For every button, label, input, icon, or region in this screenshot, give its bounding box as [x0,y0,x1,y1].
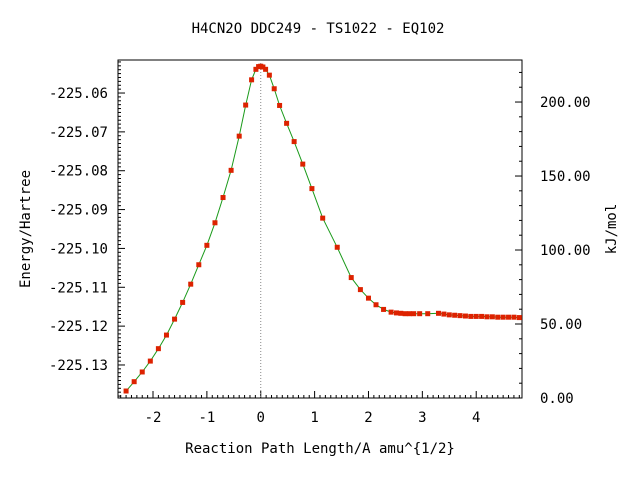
data-point [441,311,447,317]
plot-border [117,59,523,399]
data-point [253,66,259,72]
x-tick-label: 1 [310,410,318,426]
data-point [139,369,145,375]
data-point [196,262,202,268]
data-point [402,311,408,317]
data-point [436,310,442,316]
data-point [228,167,234,173]
data-point [300,161,306,167]
data-point [163,332,169,338]
data-point [473,313,479,319]
data-point [309,186,315,192]
y-axis-label: Energy/Hartree [18,170,34,288]
data-point [334,244,340,250]
data-point [291,139,297,145]
data-point [425,311,431,317]
x-axis-label: Reaction Path Length/A amu^{1/2} [185,441,455,457]
data-point [495,314,501,320]
data-point [393,310,399,316]
data-point [123,388,129,394]
y-tick-label: -225.12 [49,319,108,335]
data-point [381,306,387,312]
data-point [131,379,137,385]
x-tick-label: -2 [145,410,162,426]
y2-tick-label: 150.00 [540,169,591,185]
data-point [260,64,266,70]
y-axis-left: -225.06 -225.07 -225.08 -225.09 -225.10 -225.… [49,61,125,397]
x-tick-label: 2 [364,410,372,426]
data-point [468,313,474,319]
data-point [284,120,290,126]
data-point [500,314,506,320]
y2-tick-label: 100.00 [540,243,591,259]
plot-frame [117,59,523,399]
data-point [277,102,283,108]
y2-tick-label: 0.00 [540,391,574,407]
y-tick-label: -225.08 [49,164,108,180]
data-point [320,215,326,221]
y-tick-label: -225.09 [49,203,108,219]
data-point [348,275,354,281]
chart-title: H4CN2O DDC249 - TS1022 - EQ102 [192,21,445,37]
y-tick-label: -225.07 [49,125,108,141]
data-point [462,313,468,319]
y-tick-label: -225.10 [49,241,108,257]
x-axis: -2 -1 0 1 2 3 4 [120,391,520,426]
x-tick-label: 0 [257,410,265,426]
data-point [398,310,404,316]
data-point [172,316,178,322]
data-point [484,314,490,320]
x-tick-label: 3 [418,410,426,426]
data-point [506,314,512,320]
data-point [411,311,417,317]
data-point [365,295,371,301]
data-point [511,314,517,320]
data-point [457,313,463,319]
data-point [188,281,194,287]
energy-series [123,63,522,394]
y-tick-label: -225.11 [49,280,108,296]
data-point [180,299,186,305]
y-tick-label: -225.13 [49,358,108,374]
data-point [271,86,277,92]
data-point [388,309,394,315]
y2-axis-label: kJ/mol [604,204,620,255]
y-axis-right: 0.00 50.00 100.00 150.00 200.00 [515,71,591,407]
data-point [212,220,218,226]
data-point [489,314,495,320]
data-point [147,358,153,364]
x-tick-label: -1 [198,410,215,426]
data-point [479,313,485,319]
data-point [236,133,242,139]
data-point [373,302,379,308]
data-point [249,77,255,83]
data-point [266,72,272,78]
data-point [357,287,363,293]
data-point [204,242,210,248]
data-point [417,311,423,317]
data-point [155,346,161,352]
data-point [516,315,522,321]
data-point [263,66,269,72]
energy-line [125,65,520,392]
y-tick-label: -225.06 [49,86,108,102]
data-point [446,312,452,318]
data-point [452,312,458,318]
y2-tick-label: 200.00 [540,95,591,111]
data-point [243,102,249,108]
x-tick-label: 4 [472,410,480,426]
data-point [220,195,226,201]
y2-tick-label: 50.00 [540,317,582,333]
data-point [406,311,412,317]
